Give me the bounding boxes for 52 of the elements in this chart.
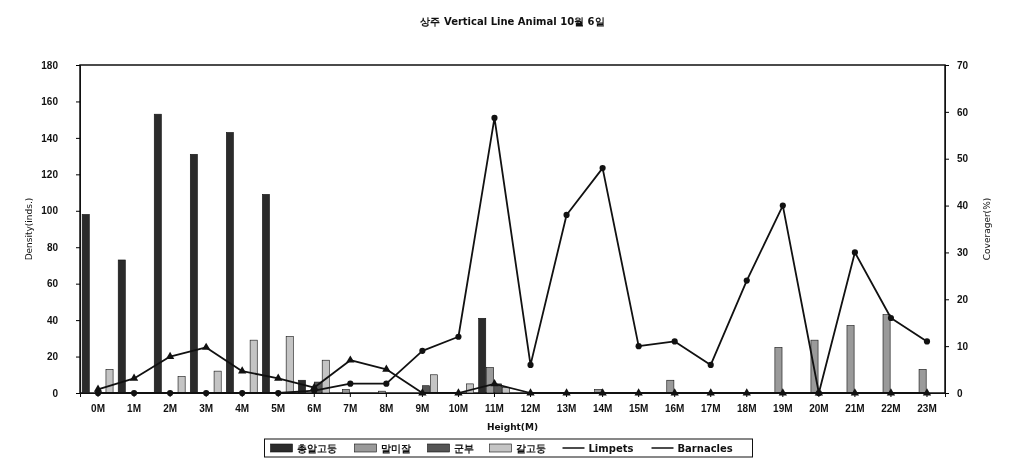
chart-title: 상주 Vertical Line Animal 10월 6일 xyxy=(420,16,605,27)
legend-label: 말미잘 xyxy=(380,443,411,454)
y-tick-label: 20 xyxy=(46,351,59,363)
y2-tick-label: 10 xyxy=(957,340,969,352)
legend-label: Barnacles xyxy=(677,443,733,454)
y-tick-label: 80 xyxy=(46,241,59,253)
x-tick-label: 16M xyxy=(664,403,685,415)
legend-label: Limpets xyxy=(588,443,634,454)
x-tick-label: 23M xyxy=(917,403,937,415)
y-tick-label: 180 xyxy=(41,59,59,71)
x-tick-label: 12M xyxy=(520,403,541,415)
x-tick-label: 20M xyxy=(809,403,829,415)
x-tick-label: 2M xyxy=(163,403,178,415)
y-tick-label: 160 xyxy=(41,96,59,108)
y2-tick-label: 70 xyxy=(957,59,969,71)
legend-label: 군부 xyxy=(453,443,474,454)
x-tick-label: 11M xyxy=(485,403,504,415)
y2-tick-label: 40 xyxy=(957,200,969,212)
x-tick-label: 10M xyxy=(448,403,469,415)
x-tick-label: 22M xyxy=(881,403,901,415)
y-tick-label: 140 xyxy=(41,132,59,144)
y2-axis-title: Coverager(%) xyxy=(982,197,992,261)
x-tick-label: 18M xyxy=(737,403,757,415)
y-tick-label: 0 xyxy=(52,387,59,399)
legend-label: 갈고둥 xyxy=(515,443,546,454)
x-tick-label: 0M xyxy=(91,403,105,415)
x-tick-label: 5M xyxy=(271,403,286,415)
x-tick-label: 7M xyxy=(343,403,358,415)
legend-label: 총알고둥 xyxy=(296,443,337,454)
x-tick-label: 15M xyxy=(628,403,649,415)
x-tick-label: 21M xyxy=(845,403,865,415)
y-tick-label: 100 xyxy=(41,205,59,217)
y-tick-label: 40 xyxy=(46,314,59,326)
y2-tick-label: 20 xyxy=(957,293,969,305)
x-tick-label: 19M xyxy=(773,403,793,415)
y-tick-label: 60 xyxy=(46,278,59,290)
x-tick-label: 17M xyxy=(701,403,721,415)
x-tick-label: 6M xyxy=(307,403,322,415)
y2-tick-label: 30 xyxy=(957,247,969,259)
x-tick-label: 8M xyxy=(379,403,394,415)
x-axis-title: Height(M) xyxy=(486,422,539,432)
x-tick-label: 1M xyxy=(127,403,142,415)
x-tick-label: 14M xyxy=(592,403,613,415)
y-tick-label: 120 xyxy=(41,169,59,181)
y2-tick-label: 50 xyxy=(957,153,969,165)
y2-tick-label: 0 xyxy=(957,387,963,399)
x-tick-label: 9M xyxy=(415,403,430,415)
y2-tick-label: 60 xyxy=(957,106,969,118)
x-tick-label: 3M xyxy=(199,403,214,415)
y-axis-title: Density(inds.) xyxy=(24,197,34,261)
x-tick-label: 4M xyxy=(235,403,250,415)
x-tick-label: 13M xyxy=(556,403,577,415)
